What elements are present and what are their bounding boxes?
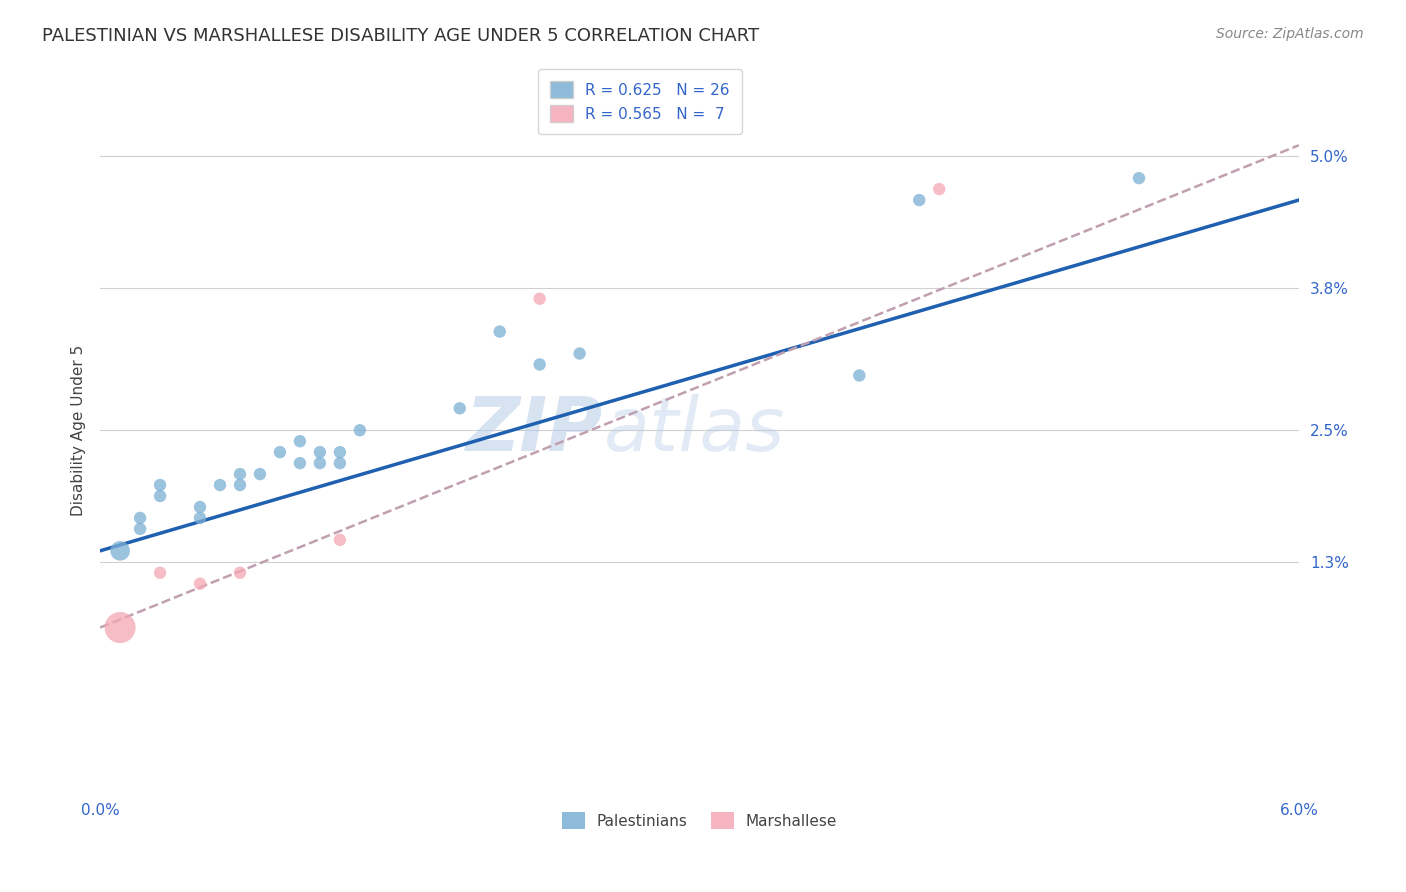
Point: [229, 566, 252, 580]
Point: [449, 401, 471, 416]
Point: [149, 478, 172, 492]
Point: [288, 434, 311, 449]
Point: [188, 576, 211, 591]
Text: atlas: atlas: [603, 394, 785, 467]
Y-axis label: Disability Age Under 5: Disability Age Under 5: [72, 344, 86, 516]
Point: [149, 489, 172, 503]
Point: [529, 292, 551, 306]
Point: [249, 467, 271, 481]
Point: [309, 456, 332, 470]
Point: [149, 566, 172, 580]
Point: [568, 346, 591, 360]
Point: [329, 456, 352, 470]
Point: [229, 467, 252, 481]
Text: ZIP: ZIP: [467, 393, 603, 467]
Point: [309, 445, 332, 459]
Point: [129, 522, 152, 536]
Point: [329, 533, 352, 547]
Point: [188, 511, 211, 525]
Point: [129, 511, 152, 525]
Point: [349, 423, 371, 437]
Text: Source: ZipAtlas.com: Source: ZipAtlas.com: [1216, 27, 1364, 41]
Point: [208, 478, 231, 492]
Text: PALESTINIAN VS MARSHALLESE DISABILITY AGE UNDER 5 CORRELATION CHART: PALESTINIAN VS MARSHALLESE DISABILITY AG…: [42, 27, 759, 45]
Point: [1128, 171, 1150, 186]
Point: [928, 182, 950, 196]
Point: [229, 478, 252, 492]
Point: [288, 456, 311, 470]
Point: [108, 621, 131, 635]
Legend: Palestinians, Marshallese: Palestinians, Marshallese: [555, 806, 844, 835]
Point: [529, 358, 551, 372]
Point: [188, 500, 211, 514]
Point: [848, 368, 870, 383]
Point: [488, 325, 510, 339]
Point: [329, 445, 352, 459]
Point: [269, 445, 291, 459]
Point: [908, 193, 931, 207]
Point: [108, 544, 131, 558]
